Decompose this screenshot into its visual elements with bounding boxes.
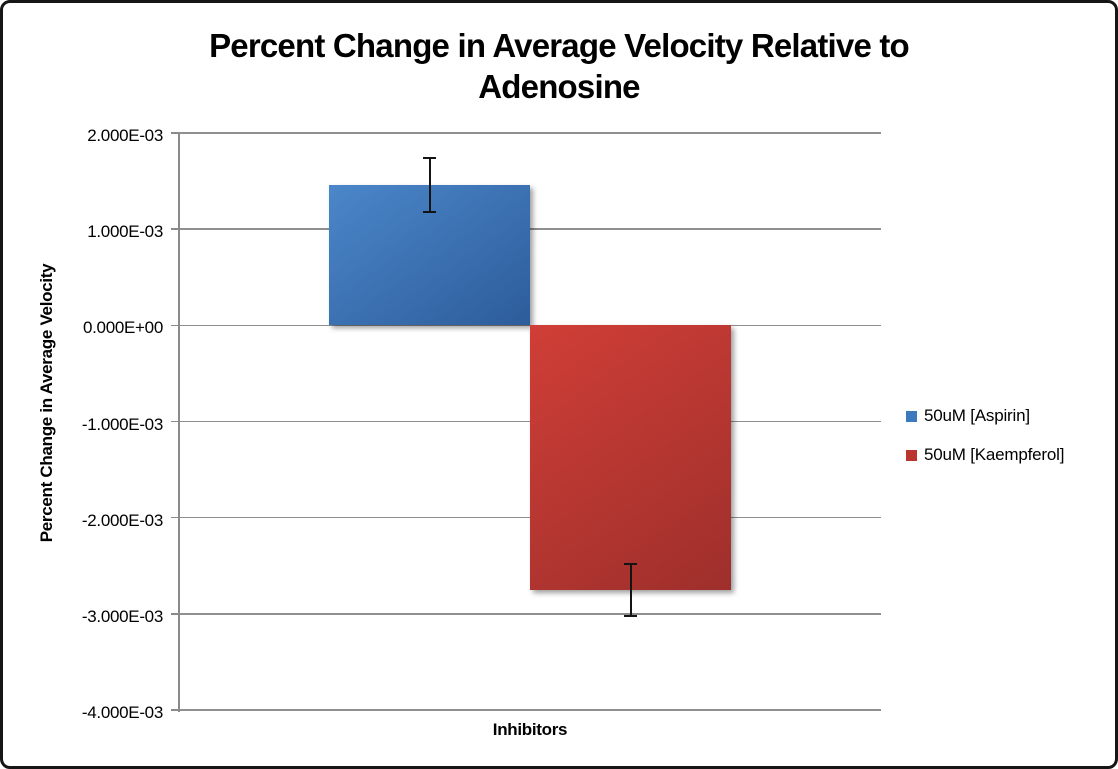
- y-tick-label: -2.000E-03: [81, 510, 163, 530]
- gridline: [179, 709, 881, 711]
- y-tick-label: -1.000E-03: [81, 414, 163, 434]
- y-tick-label: 2.000E-03: [87, 126, 163, 145]
- y-axis-title: Percent Change in Average Velocity: [37, 263, 56, 543]
- legend-swatch: [906, 410, 917, 422]
- legend-item: 50uM [Kaempferol]: [906, 445, 1064, 465]
- y-tick-label: 0.000E+00: [82, 318, 163, 338]
- y-tick-mark: [171, 516, 179, 519]
- error-bar-cap: [624, 614, 637, 617]
- y-tick-label: -3.000E-03: [81, 606, 163, 626]
- y-tick-mark: [171, 709, 179, 711]
- error-bar: [428, 157, 431, 213]
- legend-item: 50uM [Aspirin]: [906, 406, 1064, 426]
- error-bar: [629, 562, 632, 617]
- gridline: [179, 132, 881, 134]
- legend-label: 50uM [Kaempferol]: [924, 445, 1065, 464]
- y-tick-label: 1.000E-03: [87, 222, 163, 242]
- chart-title: Percent Change in Average Velocity Relat…: [3, 25, 1115, 107]
- x-axis-title: Inhibitors: [492, 720, 568, 739]
- legend-label: 50uM [Aspirin]: [924, 406, 1030, 425]
- y-tick-label: -4.000E-03: [81, 703, 163, 722]
- chart-title-line1: Percent Change in Average Velocity Relat…: [209, 27, 910, 64]
- bar-kaempferol: [530, 325, 731, 590]
- error-bar-cap: [624, 562, 637, 565]
- plot-area: 2.000E-03 1.000E-03 0.000E+00 -1.000E-03 -2.…: [82, 126, 881, 722]
- legend-swatch: [906, 449, 917, 461]
- y-tick-mark: [171, 420, 179, 423]
- y-axis-line: [178, 133, 180, 712]
- y-tick-mark: [171, 132, 179, 134]
- error-bar-cap: [423, 157, 436, 160]
- y-tick-mark: [171, 324, 179, 327]
- error-bar-cap: [423, 210, 436, 213]
- y-tick-mark: [171, 228, 179, 230]
- chart-title-line2: Adenosine: [478, 68, 640, 105]
- gridline: [179, 613, 881, 615]
- legend: 50uM [Aspirin] 50uM [Kaempferol]: [906, 406, 1064, 484]
- y-tick-mark: [171, 613, 179, 615]
- gridline: [179, 228, 881, 230]
